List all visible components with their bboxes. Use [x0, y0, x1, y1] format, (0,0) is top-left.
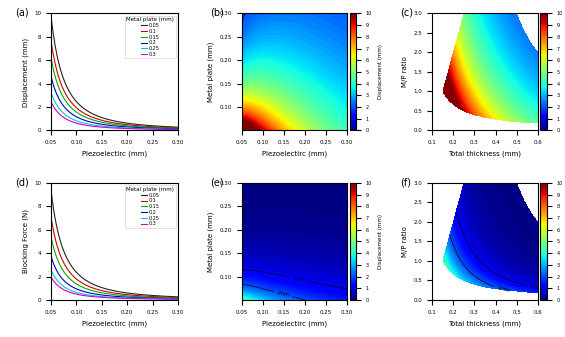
X-axis label: Piezoelectirc (mm): Piezoelectirc (mm) — [262, 320, 327, 327]
Text: (c): (c) — [401, 8, 414, 18]
Text: 1mm: 1mm — [292, 276, 306, 283]
Text: (e): (e) — [210, 177, 224, 187]
Y-axis label: Displacement (mm): Displacement (mm) — [22, 37, 29, 106]
X-axis label: Total thickness (mm): Total thickness (mm) — [449, 151, 521, 157]
Text: (d): (d) — [15, 177, 29, 187]
Text: (f): (f) — [401, 177, 411, 187]
Text: (b): (b) — [210, 8, 224, 18]
X-axis label: Piezoelectirc (mm): Piezoelectirc (mm) — [82, 151, 147, 157]
X-axis label: Total thickness (mm): Total thickness (mm) — [449, 320, 521, 327]
X-axis label: Piezoelectirc (mm): Piezoelectirc (mm) — [82, 320, 147, 327]
X-axis label: Piezoelectirc (mm): Piezoelectirc (mm) — [262, 151, 327, 157]
Y-axis label: M/P ratio: M/P ratio — [402, 57, 408, 87]
Y-axis label: Displacement (mm): Displacement (mm) — [377, 44, 383, 99]
Y-axis label: M/P ratio: M/P ratio — [402, 226, 408, 257]
Text: 2mm: 2mm — [276, 290, 290, 298]
Y-axis label: Metal plate (mm): Metal plate (mm) — [207, 211, 214, 272]
Y-axis label: Blocking Force (N): Blocking Force (N) — [22, 210, 29, 273]
Legend: 0.05, 0.1, 0.15, 0.2, 0.25, 0.3: 0.05, 0.1, 0.15, 0.2, 0.25, 0.3 — [125, 185, 176, 228]
Text: 1mm: 1mm — [529, 284, 543, 291]
Y-axis label: Metal plate (mm): Metal plate (mm) — [207, 42, 214, 102]
Y-axis label: Displacement (mm): Displacement (mm) — [377, 214, 383, 269]
Text: (a): (a) — [15, 8, 29, 18]
Legend: 0.05, 0.1, 0.15, 0.2, 0.25, 0.3: 0.05, 0.1, 0.15, 0.2, 0.25, 0.3 — [125, 16, 176, 58]
Text: 2mm: 2mm — [496, 285, 510, 293]
